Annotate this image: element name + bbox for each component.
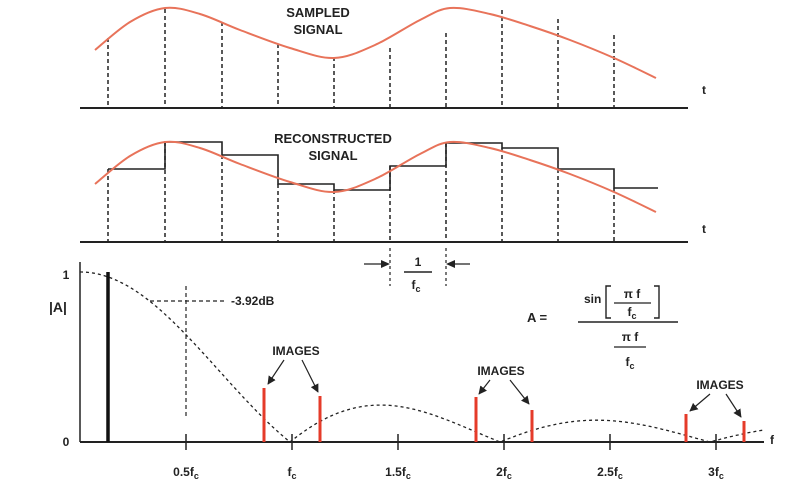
- attenuation-label: -3.92dB: [231, 294, 275, 308]
- reconstructed-signal-curve: [94, 140, 657, 213]
- y-tick-bottom: 0: [63, 435, 70, 449]
- x-tick-label: 2.5fc: [597, 465, 623, 481]
- sampled-signal-curve: [94, 6, 657, 79]
- formula-lower-numerator: π f: [622, 330, 640, 344]
- sinc-formula: A = sin π f fc π f fc: [527, 285, 678, 371]
- sampled-axis-label: t: [702, 83, 706, 97]
- formula-lhs: A =: [527, 310, 548, 325]
- period-denominator: fc: [411, 278, 420, 294]
- reconstructed-signal-panel: RECONSTRUCTED SIGNAL t 1 fc: [80, 131, 706, 294]
- images-label: IMAGES: [272, 344, 319, 358]
- reconstructed-dashed-samples: [107, 142, 615, 242]
- formula-inner-denominator: fc: [627, 305, 636, 321]
- x-tick-label: 2fc: [496, 465, 512, 481]
- frequency-ticks: 0.5fc fc 1.5fc 2fc 2.5fc 3fc: [173, 434, 724, 481]
- spectrum-panel: 1 0 |A| f 0.5fc fc 1.5fc 2fc 2.5fc 3fc -3.92d…: [49, 262, 775, 481]
- y-axis-label: |A|: [49, 299, 67, 315]
- formula-inner-numerator: π f: [624, 287, 642, 301]
- y-tick-top: 1: [63, 268, 70, 282]
- sample-period-marker: 1 fc: [364, 248, 470, 294]
- formula-lower-denominator: fc: [625, 355, 634, 371]
- sampled-title-line1: SAMPLED: [286, 5, 350, 20]
- x-tick-label: 3fc: [708, 465, 724, 481]
- sampled-dashed-samples: [107, 9, 615, 108]
- x-axis-label: f: [770, 433, 775, 447]
- sampled-signal-panel: SAMPLED SIGNAL t: [80, 5, 706, 109]
- reconstructed-title-line2: SIGNAL: [308, 148, 357, 163]
- period-numerator: 1: [415, 255, 422, 269]
- x-tick-label: 1.5fc: [385, 465, 411, 481]
- zero-order-hold-staircase: [108, 141, 658, 191]
- formula-sin: sin: [584, 292, 601, 306]
- images-annotation-2: IMAGES: [477, 364, 530, 405]
- reconstructed-axis-label: t: [702, 222, 706, 236]
- images-label: IMAGES: [696, 378, 743, 392]
- x-tick-label: 0.5fc: [173, 465, 199, 481]
- sampled-title-line2: SIGNAL: [293, 22, 342, 37]
- images-label: IMAGES: [477, 364, 524, 378]
- x-tick-label: fc: [287, 465, 296, 481]
- images-annotation-3: IMAGES: [689, 378, 744, 418]
- reconstructed-title-line1: RECONSTRUCTED: [274, 131, 392, 146]
- images-annotation-1: IMAGES: [267, 344, 320, 393]
- sinc-envelope-curve: [80, 271, 765, 443]
- image-spectral-lines: [262, 388, 746, 442]
